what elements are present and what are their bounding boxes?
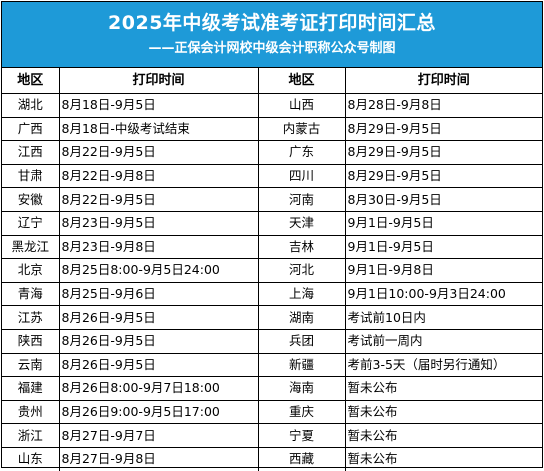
region-cell: 广东 [257, 140, 346, 165]
time-cell: 8月22日-9月8日 [58, 163, 259, 189]
time-cell: 8月29日-9月5日 [344, 116, 542, 142]
region-cell: 辽宁 [2, 210, 60, 236]
region-cell: 江西 [2, 140, 60, 165]
time-cell: 8月22日-9月5日 [58, 187, 259, 212]
time-cell: 9月1日-9月8日 [344, 258, 542, 283]
region-cell: 安徽 [2, 187, 60, 212]
header-row: 地区 打印时间 地区 打印时间 [2, 68, 542, 94]
time-cell: 暂未公布 [344, 399, 542, 425]
table-row: 山东 8月27日-9月8日 西藏 暂未公布 [2, 446, 542, 471]
table-row: 北京 8月25日8:00-9月5日24:00 河北 9月1日-9月8日 [2, 258, 542, 283]
time-cell: 8月26日-9月5日 [58, 328, 259, 354]
region-cell: 福建 [2, 376, 60, 401]
time-cell: 8月29日-9月5日 [344, 140, 542, 165]
region-cell: 甘肃 [2, 163, 60, 189]
table-row: 贵州 8月26日9:00-9月5日17:00 重庆 暂未公布 [2, 399, 542, 425]
table-row: 安徽 8月22日-9月5日 河南 8月30日-9月5日 [2, 187, 542, 212]
time-cell: 考试前10日内 [344, 305, 542, 330]
table-row: 青海 8月25日-9月6日 上海 9月1日10:00-9月3日24:00 [2, 281, 542, 307]
page-subtitle: ——正保会计网校中级会计职称公众号制图 [148, 41, 396, 56]
region-cell: 兵团 [257, 328, 346, 354]
region-cell: 天津 [257, 210, 346, 236]
time-cell: 8月26日-9月5日 [58, 352, 259, 378]
time-cell: 8月28日-9月8日 [344, 93, 542, 118]
region-cell: 新疆 [257, 352, 346, 378]
time-cell: 8月27日-9月7日 [58, 423, 259, 448]
time-cell: 8月25日8:00-9月5日24:00 [58, 258, 259, 283]
time-cell: 8月30日-9月5日 [344, 187, 542, 212]
region-cell: 黑龙江 [2, 234, 60, 260]
region-cell: 云南 [2, 352, 60, 378]
region-cell: 海南 [257, 376, 346, 401]
time-cell: 9月1日-9月5日 [344, 210, 542, 236]
region-cell: 重庆 [257, 399, 346, 425]
table-body: 湖北 8月18日-9月5日 山西 8月28日-9月8日 广西 8月18日-中级考试结束 内蒙… [2, 93, 542, 471]
table-row: 辽宁 8月23日-9月5日 天津 9月1日-9月5日 [2, 210, 542, 236]
region-cell: 广西 [2, 116, 60, 142]
header-time-left: 打印时间 [58, 68, 259, 94]
region-cell: 内蒙古 [257, 116, 346, 142]
region-cell: 山西 [257, 93, 346, 118]
region-cell: 山东 [2, 446, 60, 471]
time-cell: 9月1日10:00-9月3日24:00 [344, 281, 542, 307]
table-row: 云南 8月26日-9月5日 新疆 考前3-5天（届时另行通知） [2, 352, 542, 378]
table-row: 黑龙江 8月23日-9月8日 吉林 9月1日-9月5日 [2, 234, 542, 260]
time-cell: 8月18日-9月5日 [58, 93, 259, 118]
time-cell: 暂未公布 [344, 423, 542, 448]
region-cell: 宁夏 [257, 423, 346, 448]
table-row: 广西 8月18日-中级考试结束 内蒙古 8月29日-9月5日 [2, 116, 542, 142]
header-region-left: 地区 [2, 68, 60, 94]
time-cell: 8月29日-9月5日 [344, 163, 542, 189]
time-cell: 8月25日-9月6日 [58, 281, 259, 307]
table-row: 江西 8月22日-9月5日 广东 8月29日-9月5日 [2, 140, 542, 165]
time-cell: 8月26日8:00-9月7日18:00 [58, 376, 259, 401]
region-cell: 河北 [257, 258, 346, 283]
region-cell: 陕西 [2, 328, 60, 354]
table-row: 浙江 8月27日-9月7日 宁夏 暂未公布 [2, 423, 542, 448]
table-row: 陕西 8月26日-9月5日 兵团 考试前一周内 [2, 328, 542, 354]
time-cell: 考试前一周内 [344, 328, 542, 354]
region-cell: 四川 [257, 163, 346, 189]
table-row: 湖北 8月18日-9月5日 山西 8月28日-9月8日 [2, 93, 542, 118]
region-cell: 吉林 [257, 234, 346, 260]
region-cell: 上海 [257, 281, 346, 307]
region-cell: 浙江 [2, 423, 60, 448]
region-cell: 西藏 [257, 446, 346, 471]
time-cell: 8月18日-中级考试结束 [58, 116, 259, 142]
region-cell: 湖南 [257, 305, 346, 330]
region-cell: 青海 [2, 281, 60, 307]
time-cell: 9月1日-9月5日 [344, 234, 542, 260]
page-title: 2025年中级考试准考证打印时间汇总 [108, 12, 436, 34]
region-cell: 贵州 [2, 399, 60, 425]
title-banner: 2025年中级考试准考证打印时间汇总 ——正保会计网校中级会计职称公众号制图 [2, 2, 542, 68]
table-row: 江苏 8月26日-9月5日 湖南 考试前10日内 [2, 305, 542, 330]
time-cell: 8月26日-9月5日 [58, 305, 259, 330]
time-cell: 8月27日-9月8日 [58, 446, 259, 471]
time-cell: 8月22日-9月5日 [58, 140, 259, 165]
table-row: 福建 8月26日8:00-9月7日18:00 海南 暂未公布 [2, 376, 542, 401]
time-cell: 8月26日9:00-9月5日17:00 [58, 399, 259, 425]
header-region-right: 地区 [257, 68, 346, 94]
schedule-table: 地区 打印时间 地区 打印时间 湖北 8月18日-9月5日 山西 8月28日-9月8日… [2, 68, 542, 471]
region-cell: 江苏 [2, 305, 60, 330]
region-cell: 北京 [2, 258, 60, 283]
header-time-right: 打印时间 [344, 68, 542, 94]
table-row: 甘肃 8月22日-9月8日 四川 8月29日-9月5日 [2, 163, 542, 189]
region-cell: 河南 [257, 187, 346, 212]
time-cell: 8月23日-9月8日 [58, 234, 259, 260]
time-cell: 暂未公布 [344, 446, 542, 471]
region-cell: 湖北 [2, 93, 60, 118]
time-cell: 考前3-5天（届时另行通知） [344, 352, 542, 378]
time-cell: 暂未公布 [344, 376, 542, 401]
time-cell: 8月23日-9月5日 [58, 210, 259, 236]
